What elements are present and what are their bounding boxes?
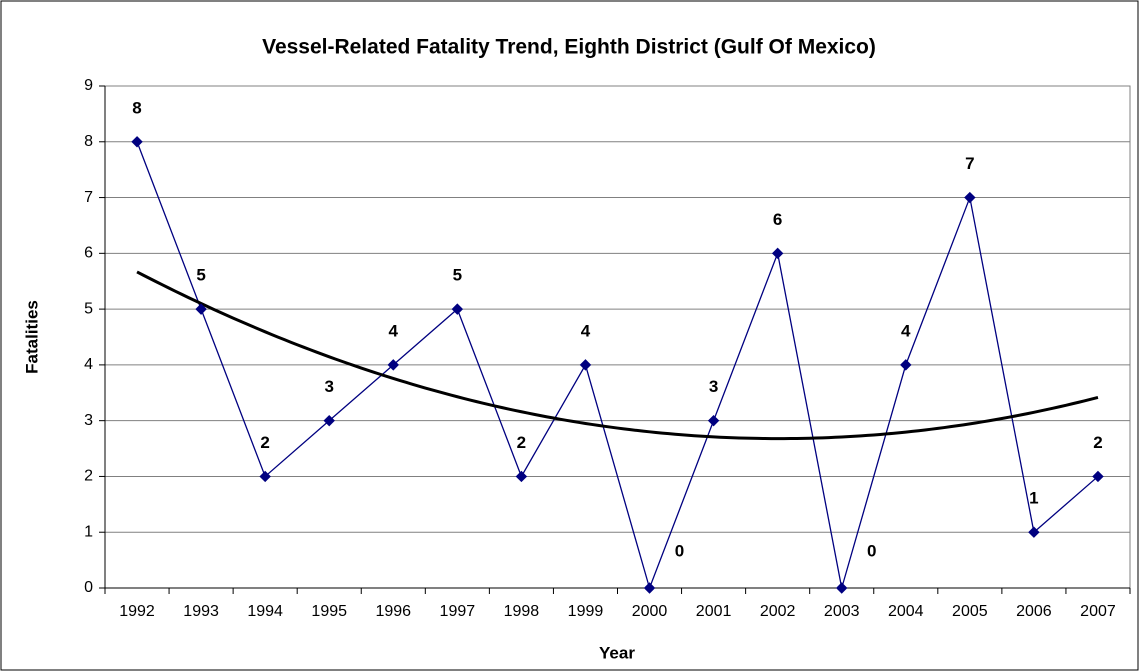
data-label: 2 [260, 433, 269, 452]
data-label: 0 [675, 541, 684, 560]
data-label: 4 [901, 321, 911, 340]
marker [964, 191, 976, 204]
data-label: 6 [773, 210, 782, 229]
x-tick-label: 1995 [311, 603, 347, 620]
marker [900, 359, 912, 371]
plot-area [104, 85, 1131, 589]
data-label: 2 [1093, 433, 1102, 452]
marker [515, 470, 528, 483]
data-label: 7 [965, 154, 974, 173]
data-label: 4 [389, 321, 399, 340]
data-label: 4 [581, 321, 591, 340]
x-tick-label: 2003 [824, 603, 860, 620]
data-label: 3 [709, 377, 718, 396]
marker [707, 414, 720, 427]
series-line [136, 141, 1099, 591]
marker [259, 470, 271, 483]
trendline [136, 270, 1099, 441]
marker [451, 303, 464, 315]
y-tick-label: 9 [84, 77, 93, 94]
chart-title: Vessel-Related Fatality Trend, Eighth Di… [262, 36, 876, 59]
data-label: 8 [132, 98, 141, 117]
x-tick-label: 2007 [1080, 603, 1116, 620]
x-tick-label: 1997 [440, 603, 476, 620]
y-tick-label: 3 [84, 412, 93, 429]
y-tick-label: 8 [84, 133, 93, 150]
y-tick-label: 1 [84, 523, 93, 540]
x-tick-label: 1998 [504, 603, 540, 620]
y-axis-label: Fatalities [22, 300, 41, 374]
marker [387, 359, 399, 371]
x-tick-label: 2002 [760, 603, 796, 620]
x-tick-label: 2006 [1016, 603, 1052, 620]
y-tick-label: 4 [84, 356, 93, 373]
marker [836, 582, 848, 594]
marker [643, 582, 656, 594]
x-tick-label: 2004 [888, 603, 924, 620]
data-label: 1 [1029, 489, 1038, 508]
data-label: 3 [324, 377, 333, 396]
data-label: 2 [517, 433, 526, 452]
y-tick-label: 2 [84, 468, 93, 485]
marker [131, 136, 143, 148]
marker [1092, 470, 1104, 483]
marker [1028, 526, 1040, 538]
data-label: 5 [453, 266, 462, 285]
marker [323, 414, 335, 427]
marker [195, 303, 207, 315]
x-tick-label: 1996 [375, 603, 411, 620]
x-tick-label: 1999 [568, 603, 604, 620]
y-tick-label: 0 [84, 579, 93, 596]
x-tick-label: 1994 [247, 603, 283, 620]
y-tick-label: 5 [84, 300, 93, 317]
y-tick-label: 6 [84, 245, 93, 262]
x-tick-label: 1993 [183, 603, 219, 620]
data-label: 0 [867, 541, 876, 560]
marker [579, 359, 592, 371]
x-tick-label: 1992 [119, 603, 155, 620]
marker [771, 247, 784, 260]
x-tick-label: 2005 [952, 603, 988, 620]
y-tick-label: 7 [84, 189, 93, 206]
x-tick-label: 2001 [696, 603, 732, 620]
data-label: 5 [196, 266, 205, 285]
x-axis-label: Year [599, 643, 635, 662]
x-tick-label: 2000 [632, 603, 668, 620]
